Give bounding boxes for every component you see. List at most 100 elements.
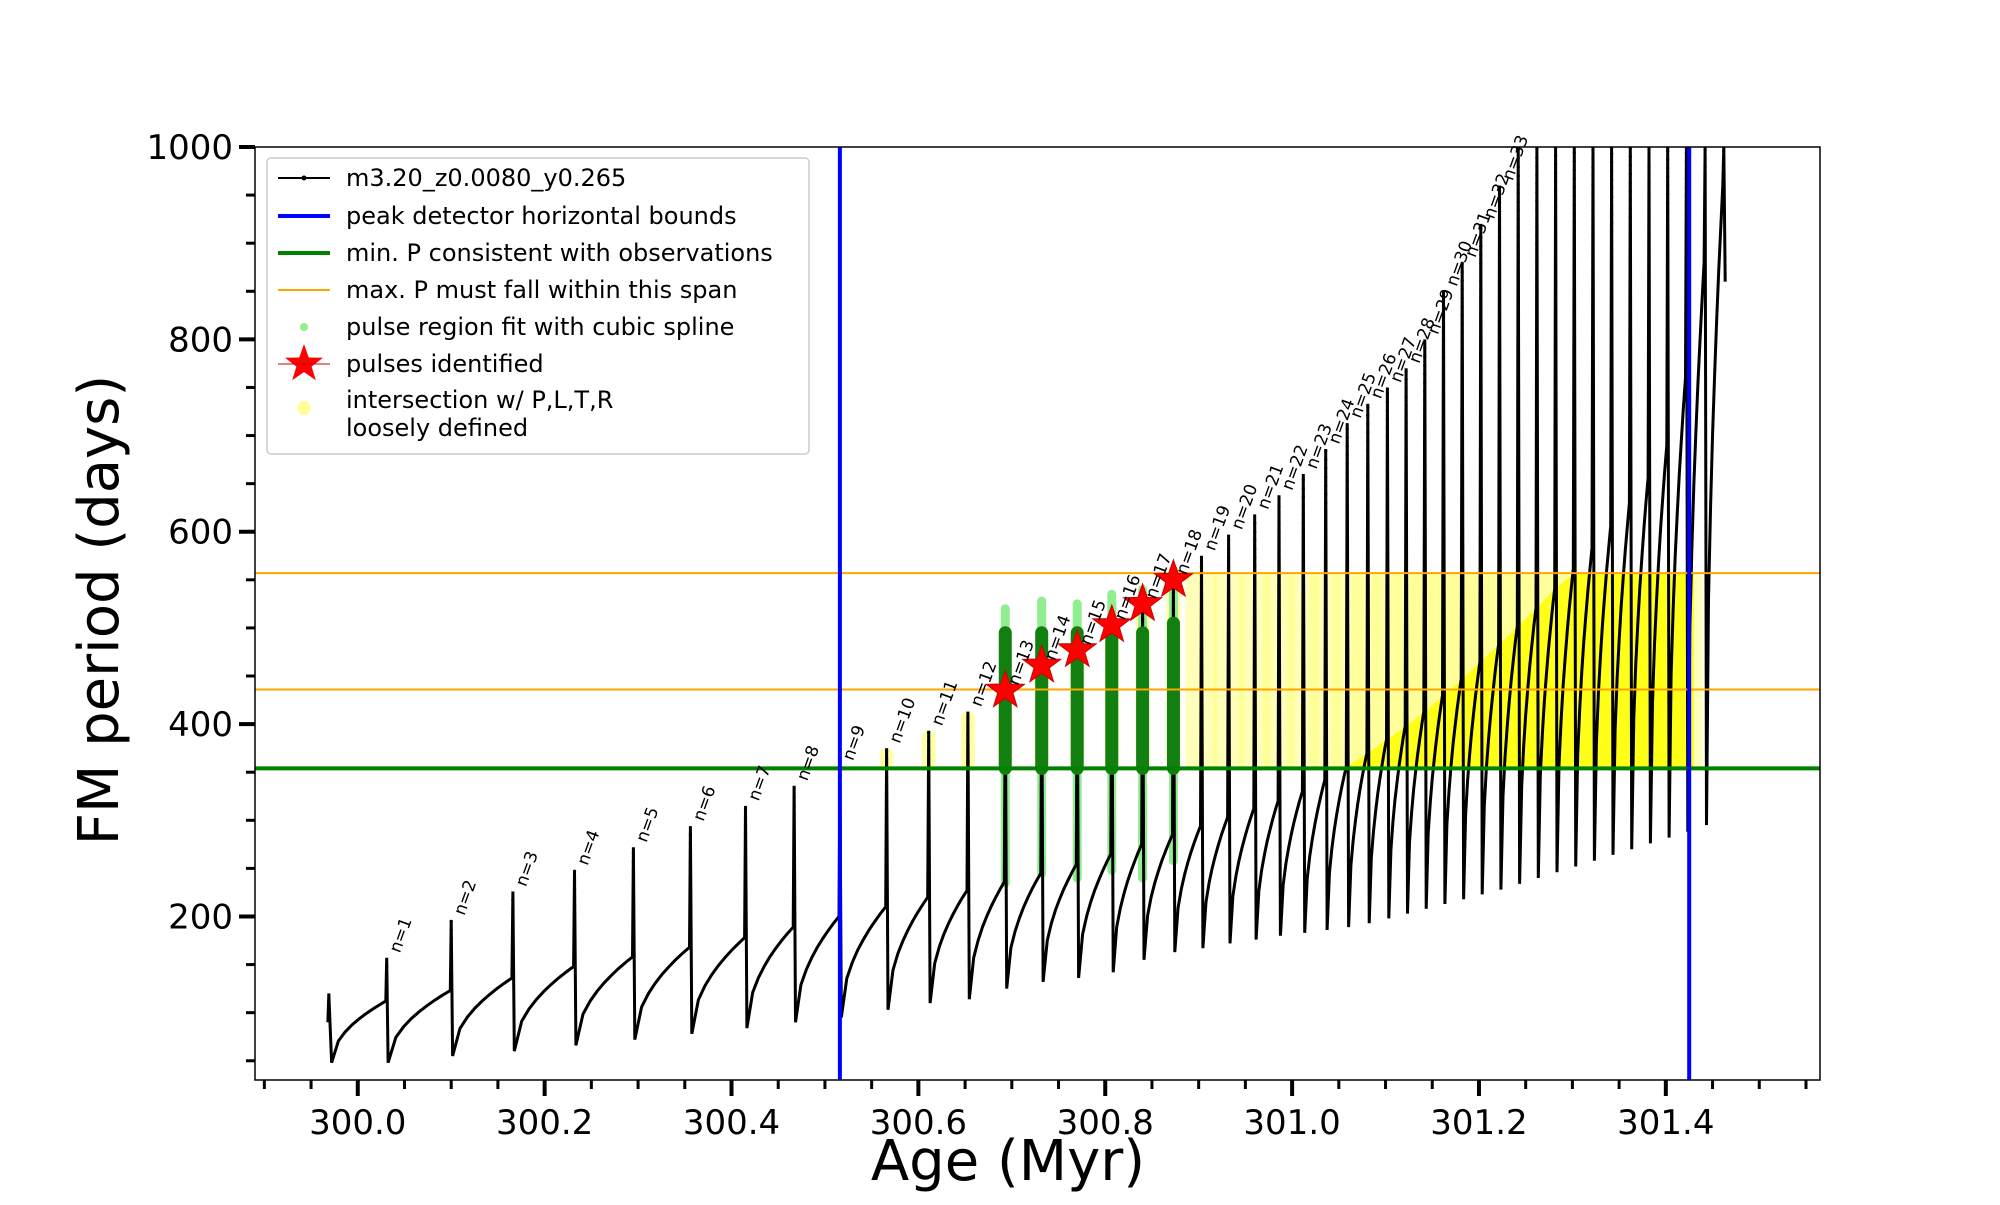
model-point [1460, 590, 1464, 594]
model-point [1460, 478, 1464, 482]
model-point [1647, 259, 1651, 264]
model-point [1423, 649, 1427, 653]
model-point [1479, 417, 1483, 421]
model-point [1553, 188, 1558, 192]
model-point [1535, 173, 1539, 177]
model-point [1141, 834, 1145, 838]
model-point [1226, 556, 1231, 560]
model-point [1479, 261, 1483, 265]
model-point [1366, 673, 1370, 677]
model-point [1226, 694, 1231, 698]
model-point [1003, 811, 1007, 815]
model-point [1516, 217, 1520, 221]
model-point [1404, 585, 1408, 590]
model-point [1226, 538, 1231, 542]
model-point [1553, 231, 1558, 236]
model-point [1404, 724, 1408, 728]
model-point [885, 784, 889, 788]
model-point [1277, 695, 1281, 699]
model-point [1535, 363, 1539, 367]
model-point [1535, 597, 1539, 601]
model-point [1366, 500, 1370, 504]
model-point [1277, 721, 1281, 725]
model-point [743, 875, 748, 879]
model-point [1324, 709, 1328, 713]
model-point [688, 945, 692, 949]
model-point [1479, 478, 1483, 482]
model-point [1610, 325, 1614, 329]
model-point [631, 920, 636, 924]
model-point [1628, 198, 1632, 202]
model-point [1253, 634, 1257, 638]
model-point [688, 919, 692, 923]
model-point [1572, 332, 1576, 337]
model-point [1591, 208, 1595, 213]
model-point [1277, 747, 1281, 751]
model-point [1003, 785, 1007, 789]
model-point [1171, 781, 1176, 785]
model-point [572, 956, 577, 960]
model-point [1572, 480, 1576, 484]
model-point [1628, 276, 1632, 280]
model-point [1345, 738, 1349, 743]
model-point [1572, 393, 1576, 397]
model-point [1385, 729, 1390, 733]
model-point [1479, 391, 1483, 395]
model-point [1591, 364, 1595, 368]
model-point [1516, 615, 1520, 619]
model-point [1516, 494, 1520, 498]
model-point [1703, 182, 1707, 187]
model-point [966, 828, 970, 832]
model-point [1441, 295, 1446, 299]
model-point [966, 836, 970, 841]
model-point [1572, 229, 1576, 233]
model-point [1277, 522, 1281, 526]
model-point [1141, 782, 1145, 786]
model-point [1199, 556, 1204, 560]
model-point [885, 775, 889, 779]
model-point [1404, 715, 1408, 719]
model-point [1301, 547, 1305, 551]
model-point [1591, 148, 1595, 152]
model-point [1441, 468, 1446, 472]
model-point [688, 937, 692, 941]
model-point [1666, 175, 1670, 179]
model-point [1423, 536, 1427, 541]
model-point [1535, 562, 1539, 567]
model-point [1497, 201, 1502, 205]
pulse-number-label: n=3 [512, 849, 543, 890]
model-point [1226, 720, 1231, 724]
model-point [792, 786, 796, 791]
model-point [1479, 365, 1483, 369]
model-point [1345, 660, 1349, 665]
pulse-number-label: n=11 [928, 678, 963, 729]
model-point [1404, 681, 1408, 685]
model-point [1497, 530, 1502, 534]
model-point [1460, 504, 1464, 508]
model-point [1666, 244, 1670, 248]
model-point [1610, 429, 1614, 433]
model-point [1516, 503, 1520, 507]
model-point [1423, 675, 1427, 679]
x-tick-label: 300.0 [309, 1103, 406, 1143]
model-point [927, 878, 931, 882]
legend-label: intersection w/ P,L,T,R [346, 386, 613, 414]
model-point [1253, 772, 1257, 776]
model-point [1703, 174, 1707, 178]
model-point [1277, 730, 1281, 734]
model-point [1553, 223, 1558, 227]
model-point [743, 823, 748, 827]
model-point [1591, 520, 1595, 524]
model-point [1516, 182, 1520, 187]
model-point [449, 928, 453, 932]
model-point [1516, 278, 1520, 282]
model-point [572, 947, 577, 951]
model-point [1199, 772, 1204, 776]
model-point [1324, 501, 1328, 505]
model-point [572, 886, 577, 891]
model-point [1441, 529, 1446, 533]
model-point [572, 869, 577, 873]
model-point [1516, 338, 1520, 342]
model-point [1628, 258, 1632, 263]
model-point [1572, 367, 1576, 371]
